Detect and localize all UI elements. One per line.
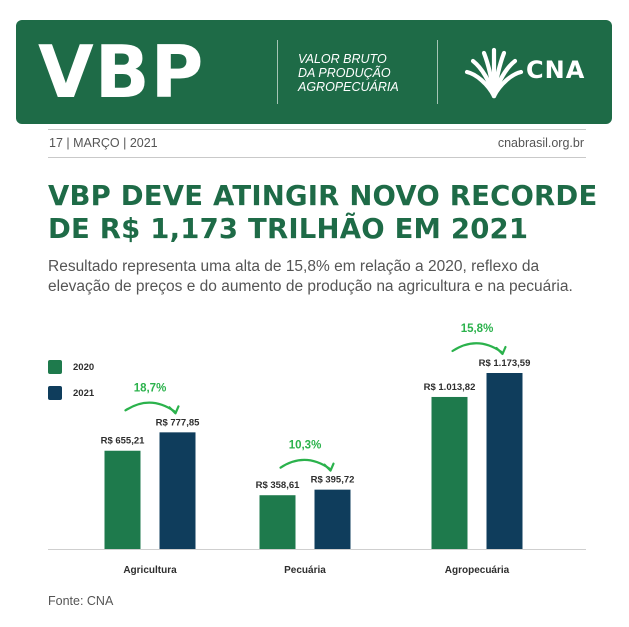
growth-label: 15,8% xyxy=(461,323,494,335)
meta-rule-bottom xyxy=(48,157,586,158)
brand-title: VBP xyxy=(38,30,205,114)
header-subtitle: VALOR BRUTO DA PRODUÇÃO AGROPECUÁRIA xyxy=(298,52,399,94)
site-link[interactable]: cnabrasil.org.br xyxy=(497,136,584,150)
data-label: R$ 358,61 xyxy=(256,480,301,491)
headline-line: VBP DEVE ATINGIR NOVO RECORDE xyxy=(48,180,598,212)
bar-2020-2 xyxy=(259,495,296,549)
growth-arrowhead xyxy=(168,405,180,415)
bar-2021-2 xyxy=(314,489,351,549)
growth-arrowhead xyxy=(323,462,335,472)
data-label: R$ 655,21 xyxy=(101,436,146,447)
bar-2021-1 xyxy=(159,432,196,549)
growth-arrow xyxy=(451,342,503,354)
subtitle-line: VALOR BRUTO xyxy=(298,52,387,66)
category-label: Agropecuária xyxy=(445,565,510,576)
headline-line: DE R$ 1,173 TRILHÃO EM 2021 xyxy=(48,213,529,245)
bar-2021-3 xyxy=(486,373,523,549)
meta-rule-top xyxy=(48,129,586,130)
data-label: R$ 1.173,59 xyxy=(479,358,531,369)
logo-text: CNA xyxy=(526,56,586,84)
legend-label: 2021 xyxy=(73,387,95,399)
bar-2020-3 xyxy=(431,396,468,549)
header-divider xyxy=(277,40,278,104)
category-label: Agricultura xyxy=(123,565,177,576)
legend-item-2021: 2021 xyxy=(48,386,94,400)
headline: VBP DEVE ATINGIR NOVO RECORDE DE R$ 1,17… xyxy=(48,180,597,246)
data-label: R$ 395,72 xyxy=(311,475,355,486)
lede-text: Resultado representa uma alta de 15,8% e… xyxy=(48,258,573,295)
growth-label: 18,7% xyxy=(134,382,167,394)
subtitle-line: AGROPECUÁRIA xyxy=(298,80,399,94)
legend-swatch xyxy=(48,386,62,400)
subtitle-line: DA PRODUÇÃO xyxy=(298,66,391,80)
publication-date: 17 | MARÇO | 2021 xyxy=(49,136,158,150)
source-note: Fonte: CNA xyxy=(48,594,114,608)
data-label: R$ 1.013,82 xyxy=(424,382,476,393)
category-label: Pecuária xyxy=(284,565,326,576)
legend-item-2020: 2020 xyxy=(48,360,94,374)
bar-2020-1 xyxy=(104,450,141,549)
growth-arrowhead xyxy=(495,345,507,356)
header-divider xyxy=(437,40,438,104)
legend-swatch xyxy=(48,360,62,374)
data-label: R$ 777,85 xyxy=(156,417,201,428)
header-banner: VBP VALOR BRUTO DA PRODUÇÃO AGROPECUÁRIA… xyxy=(16,20,612,124)
growth-label: 10,3% xyxy=(289,440,322,452)
cna-logo-icon xyxy=(464,47,524,99)
legend-label: 2020 xyxy=(73,361,95,373)
growth-arrow xyxy=(279,458,331,470)
growth-arrow xyxy=(124,401,176,413)
